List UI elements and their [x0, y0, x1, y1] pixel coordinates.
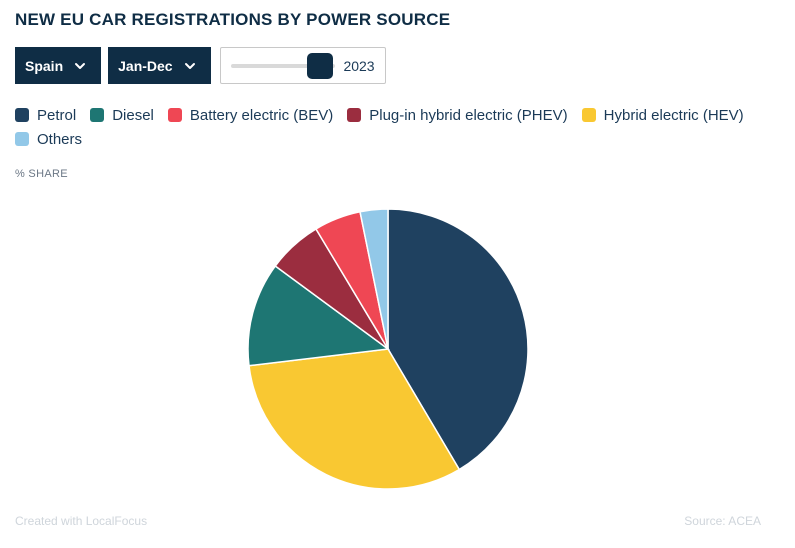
legend-item[interactable]: Hybrid electric (HEV): [581, 106, 744, 124]
legend-label: Hybrid electric (HEV): [603, 106, 744, 124]
legend-item[interactable]: Petrol: [15, 106, 76, 124]
year-value: 2023: [343, 57, 375, 74]
legend-swatch: [15, 108, 29, 122]
year-slider: 2023: [219, 47, 386, 84]
legend-swatch: [90, 108, 105, 122]
pie-slice-petrol[interactable]: [387, 208, 529, 471]
legend-swatch: [15, 132, 29, 146]
credit-text: Created with LocalFocus: [15, 514, 148, 528]
legend-label: Others: [37, 130, 83, 148]
legend-item[interactable]: Diesel: [90, 106, 154, 124]
legend-swatch: [581, 108, 596, 122]
legend-label: Diesel: [112, 106, 154, 124]
pie-slice-hybrid-electric-hev[interactable]: [248, 348, 461, 490]
filter-controls: Spain Jan-Dec 2023: [15, 47, 386, 84]
year-slider-track[interactable]: [230, 52, 336, 79]
legend-label: Petrol: [37, 106, 77, 124]
legend-item[interactable]: Battery electric (BEV): [167, 106, 334, 124]
legend-label: Plug-in hybrid electric (PHEV): [369, 106, 568, 124]
unit-label: % SHARE: [15, 168, 68, 180]
country-dropdown-label: Spain: [25, 57, 64, 74]
pie-slice-others[interactable]: [359, 208, 389, 350]
chevron-down-icon: [75, 62, 86, 69]
source-text: Source: ACEA: [684, 514, 761, 528]
year-slider-handle[interactable]: [306, 52, 333, 79]
legend-swatch: [347, 108, 362, 122]
chevron-down-icon: [184, 62, 195, 69]
legend-item[interactable]: Plug-in hybrid electric (PHEV): [347, 106, 568, 124]
period-dropdown-label: Jan-Dec: [118, 57, 173, 74]
pie-slice-diesel[interactable]: [247, 264, 390, 367]
legend-item[interactable]: Others: [15, 130, 82, 148]
country-dropdown[interactable]: Spain: [15, 47, 102, 84]
chart-title: NEW EU CAR REGISTRATIONS BY POWER SOURCE: [15, 10, 451, 29]
period-dropdown[interactable]: Jan-Dec: [108, 47, 211, 84]
legend-label: Battery electric (BEV): [189, 106, 334, 124]
chart-legend: Petrol Diesel Battery electric (BEV) Plug-i…: [15, 106, 775, 148]
legend-swatch: [167, 108, 182, 122]
